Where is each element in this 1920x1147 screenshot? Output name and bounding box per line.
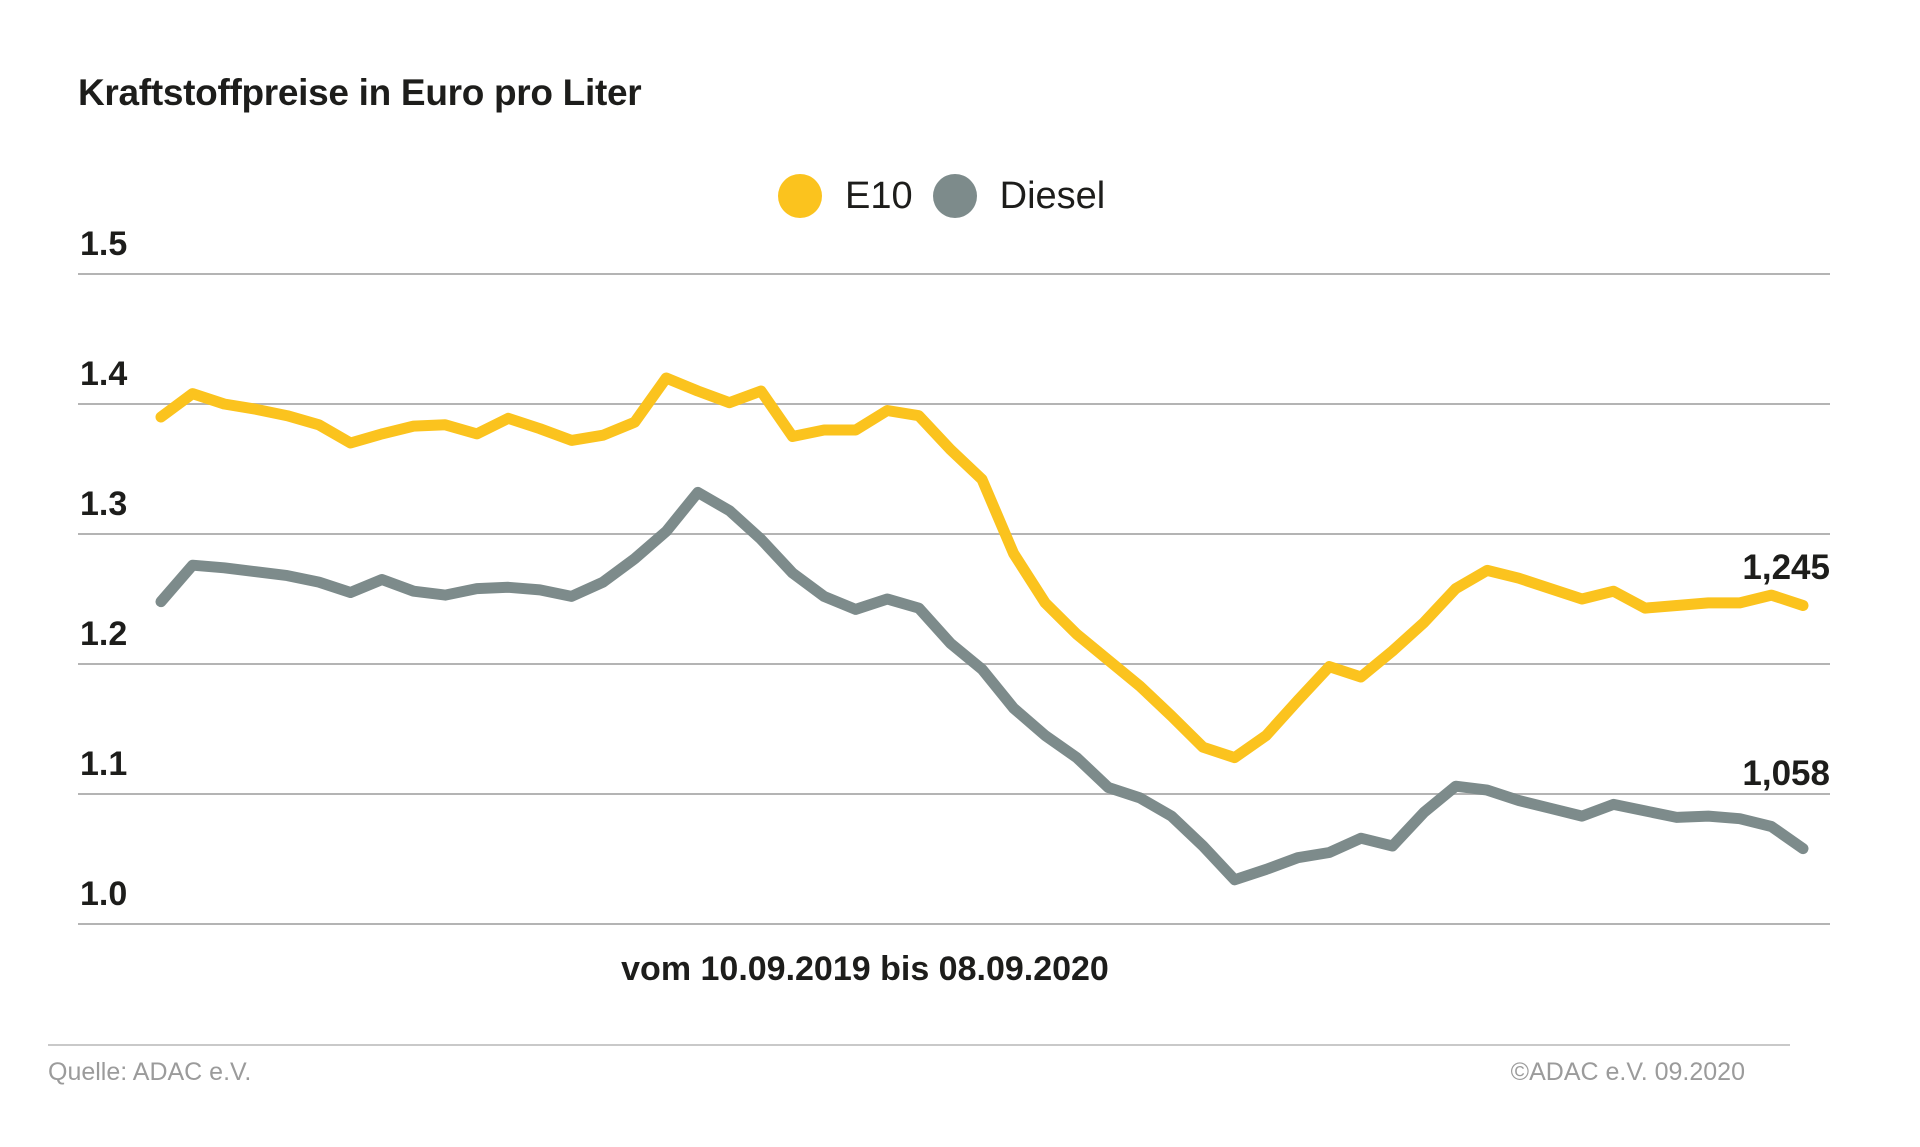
- legend-label-diesel: Diesel: [999, 175, 1106, 217]
- page-title: Kraftstoffpreise in Euro pro Liter: [78, 72, 642, 113]
- footer-source-text: Quelle: ADAC e.V.: [48, 1058, 252, 1086]
- footer-copyright-text: ©ADAC e.V. 09.2020: [1510, 1058, 1745, 1086]
- legend: E10 Diesel: [778, 174, 1105, 218]
- legend-item-diesel: Diesel: [932, 174, 1106, 218]
- legend-item-e10: E10: [778, 174, 913, 218]
- footer-divider: [48, 1044, 1790, 1046]
- diesel-line: [155, 486, 1809, 886]
- legend-label-e10: E10: [845, 175, 913, 217]
- diesel-dot-icon: [932, 174, 977, 218]
- e10-line: [155, 372, 1809, 764]
- x-axis-label: vom 10.09.2019 bis 08.09.2020: [621, 950, 1109, 988]
- e10-dot-icon: [778, 174, 822, 218]
